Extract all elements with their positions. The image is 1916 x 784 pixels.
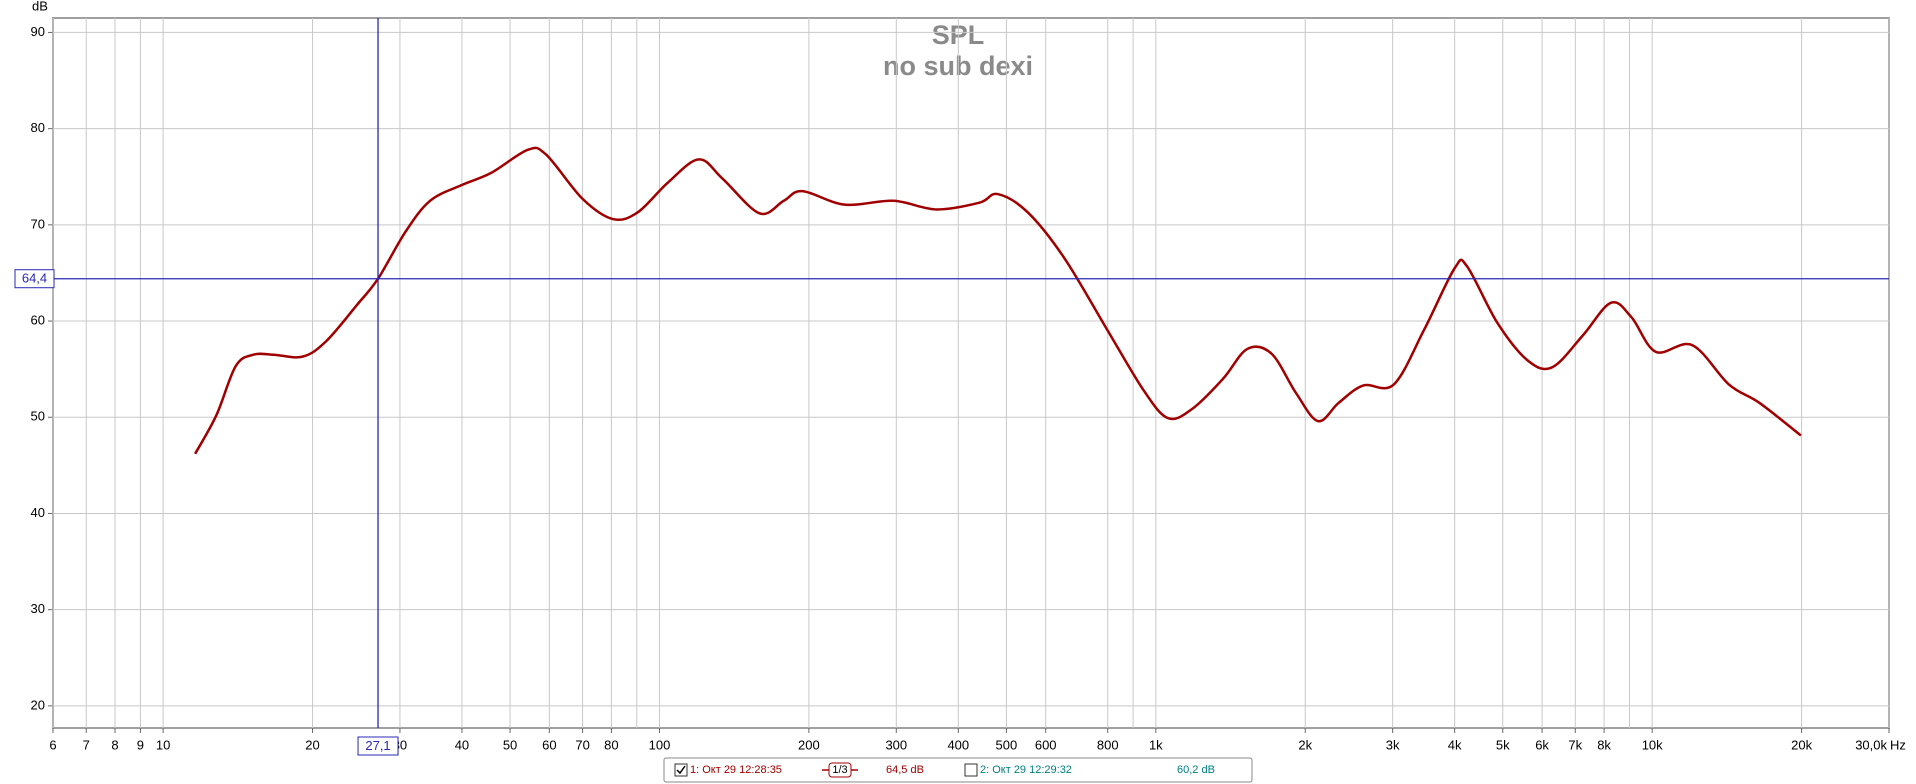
x-tick-label: 6 [49,737,56,752]
checkbox[interactable] [674,763,688,777]
x-tick-label: 40 [455,737,469,752]
x-tick-label: 600 [1035,737,1057,752]
y-tick-label: 20 [31,697,45,712]
x-tick-label: 200 [798,737,820,752]
x-tick-label: 20 [305,737,319,752]
cursor-x-box [357,736,399,756]
y-tick-label: 60 [31,312,45,327]
x-tick-label: 400 [947,737,969,752]
x-tick-label: 5k [1496,737,1510,752]
checkbox[interactable] [964,763,978,777]
y-tick-label: 70 [31,216,45,231]
legend-reading: 60,2 dB [1177,764,1215,776]
y-tick-label: 50 [31,409,45,424]
data-line [194,146,1802,455]
x-tick-label: 3k [1386,737,1400,752]
x-tick-label: 10k [1642,737,1663,752]
x-tick-label: 70 [575,737,589,752]
y-tick-label: 40 [31,505,45,520]
legend-label: 2: Окт 29 12:29:32 [980,764,1072,776]
x-tick-label: 500 [996,737,1018,752]
x-tick-label: 800 [1097,737,1119,752]
x-unit: Hz [1890,737,1906,752]
plot-frame [52,17,1890,729]
cursor-x-label: 27,1 [365,738,390,753]
x-tick-label: 2k [1298,737,1312,752]
x-tick-label: 50 [503,737,517,752]
y-unit: dB [32,0,48,13]
y-tick-label: 30 [31,601,45,616]
legend-reading: 64,5 dB [886,764,924,776]
x-tick-label: 8 [111,737,118,752]
cursor-y-label: 64,4 [22,271,47,286]
x-tick-label: 10 [156,737,170,752]
x-tick-label: 60 [542,737,556,752]
y-tick-label: 90 [31,24,45,39]
smoothing-label: 1/3 [832,764,847,776]
x-tick-label: 20k [1791,737,1812,752]
x-tick-label: 9 [137,737,144,752]
x-tick-label: 6k [1535,737,1549,752]
x-tick-label: 30,0k [1855,737,1887,752]
x-tick-label: 80 [604,737,618,752]
x-tick-label: 7 [83,737,90,752]
x-tick-label: 100 [649,737,671,752]
x-tick-label: 4k [1448,737,1462,752]
y-tick-label: 80 [31,120,45,135]
x-tick-label: 300 [885,737,907,752]
cursor-y-box [14,269,55,289]
legend-box [663,757,1253,783]
smoothing-box[interactable] [828,762,852,778]
x-tick-label: 7k [1568,737,1582,752]
legend-label: 1: Окт 29 12:28:35 [690,764,782,776]
checkmark [676,765,686,775]
x-tick-label: 8k [1597,737,1611,752]
x-tick-label: 1k [1149,737,1163,752]
